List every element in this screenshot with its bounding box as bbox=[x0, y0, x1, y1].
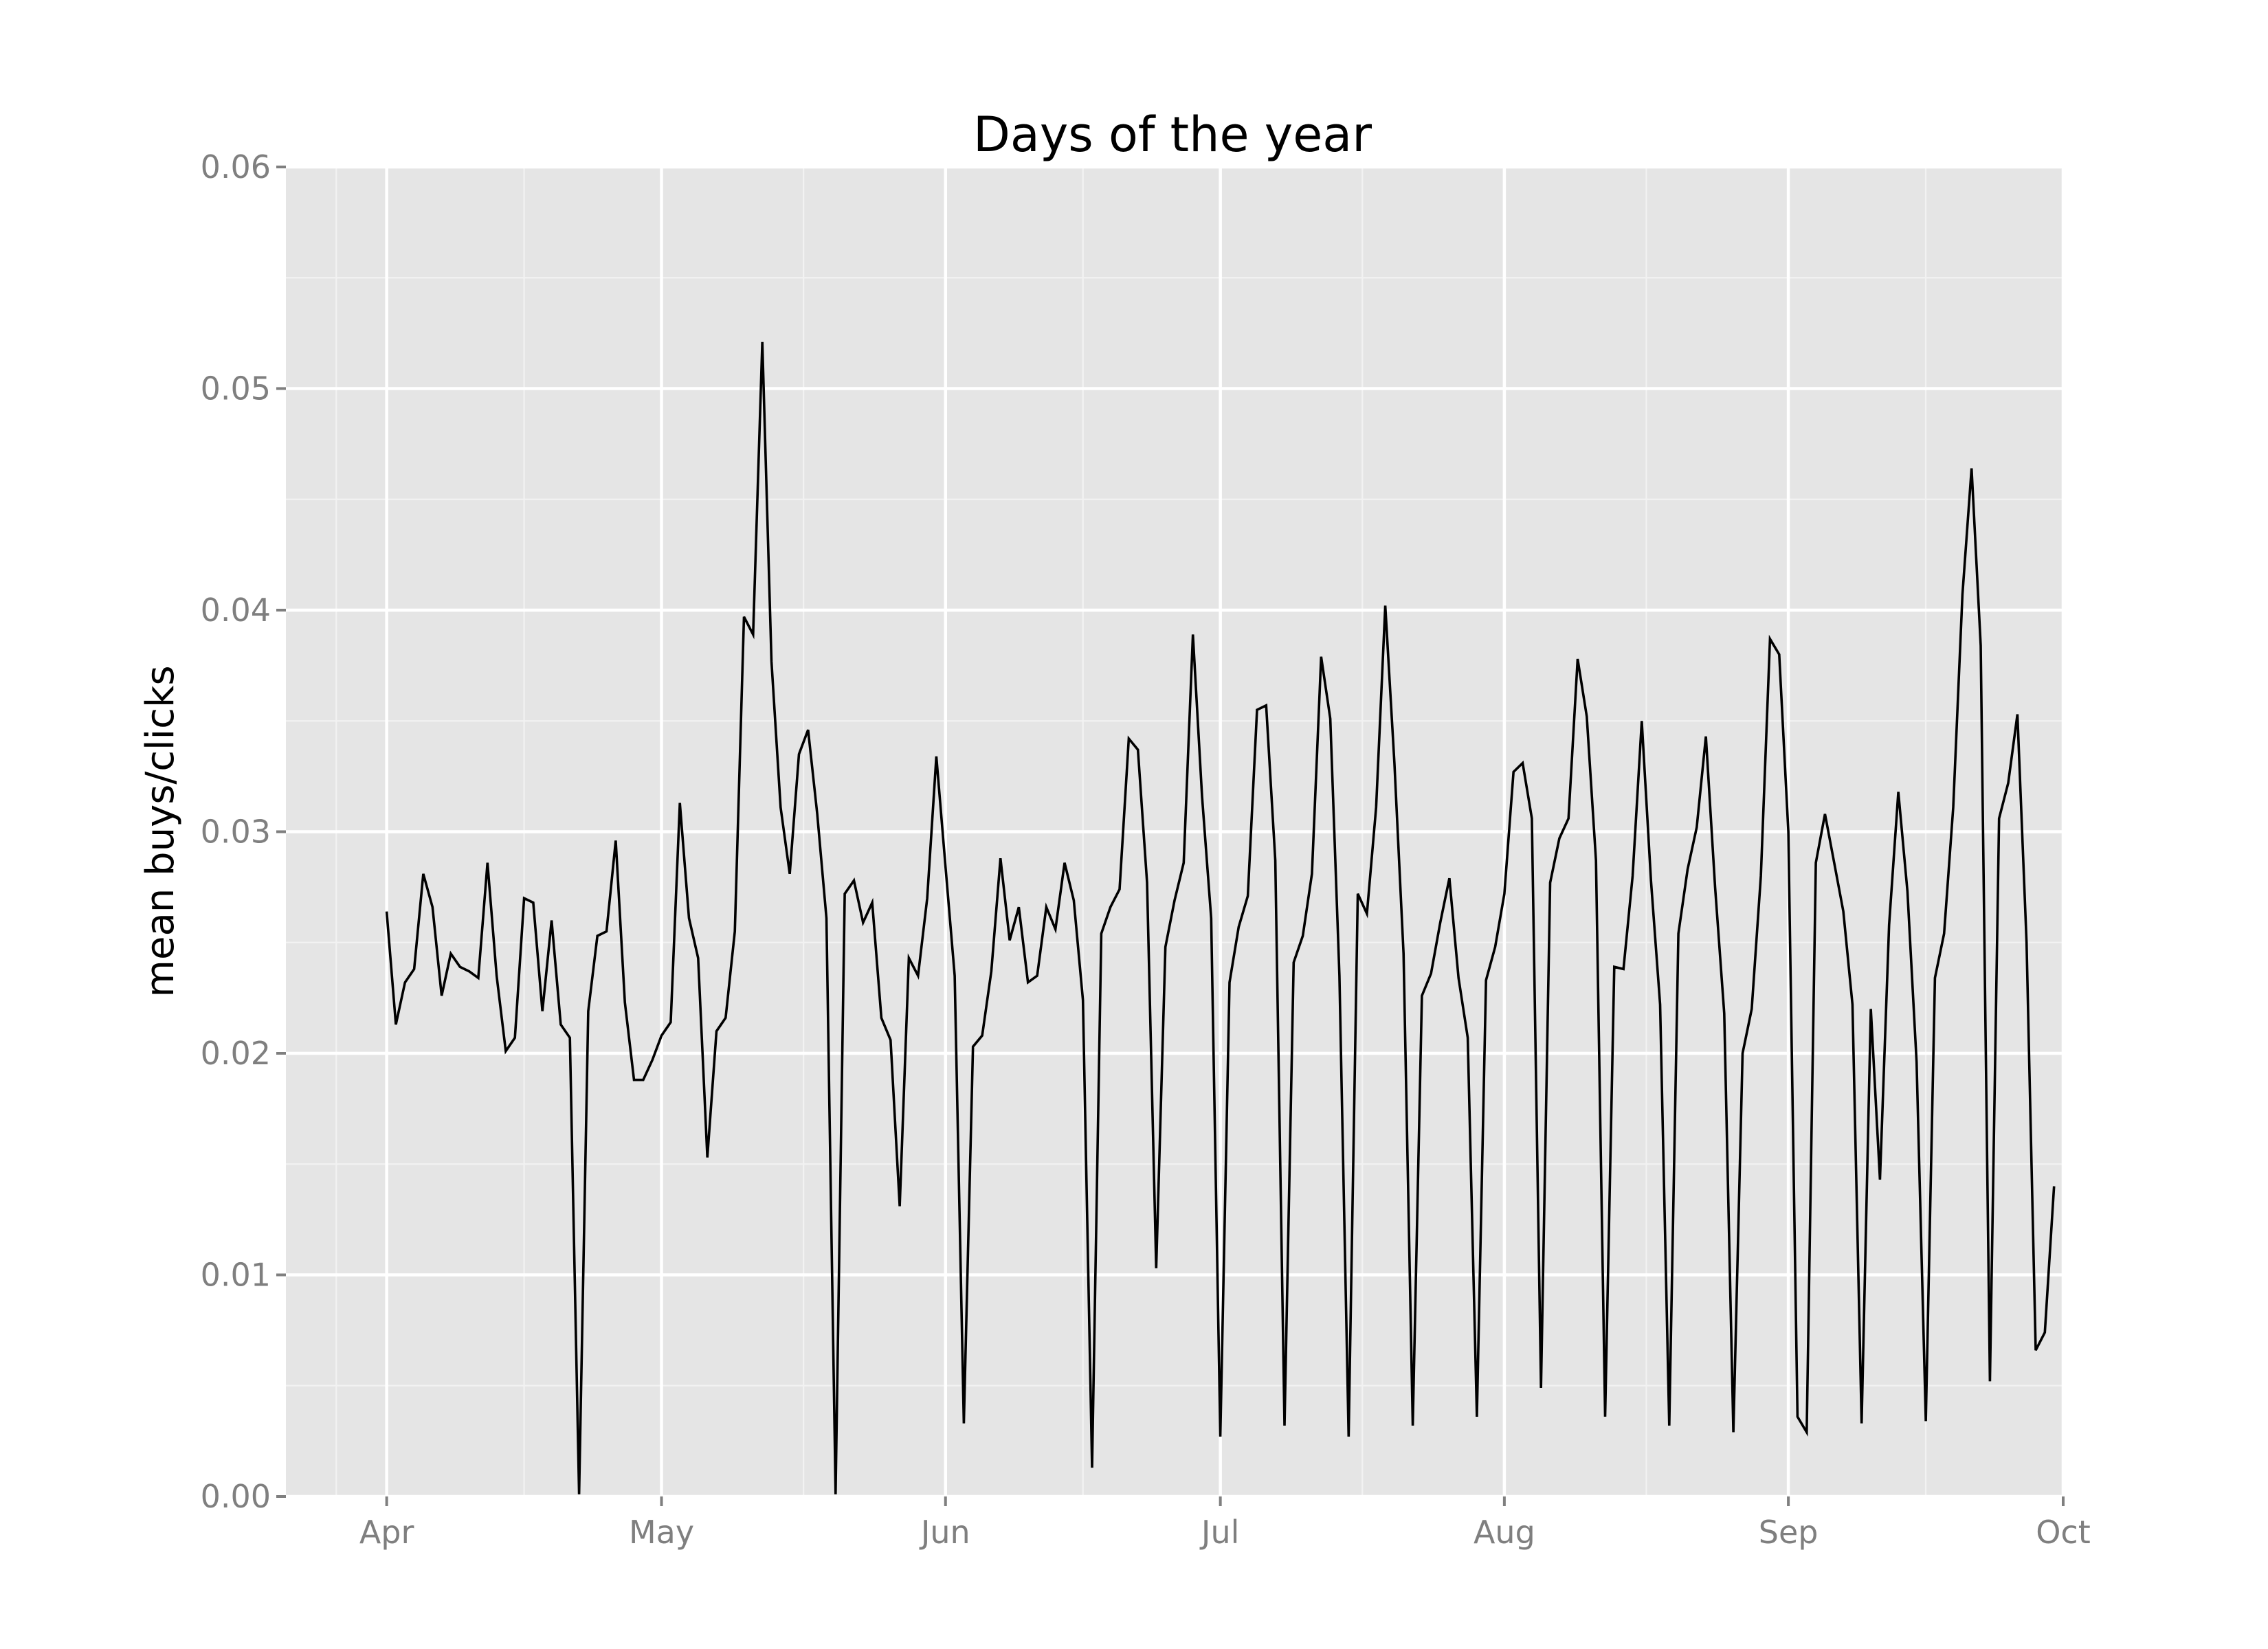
y-tick-label: 0.00 bbox=[201, 1478, 271, 1515]
y-tick-label: 0.01 bbox=[201, 1257, 271, 1294]
x-tick-label: Aug bbox=[1474, 1514, 1535, 1551]
x-tick-label: Jun bbox=[919, 1514, 970, 1551]
x-tick-label: Sep bbox=[1759, 1514, 1819, 1551]
x-tick-label: Apr bbox=[359, 1514, 414, 1551]
x-tick-label: Oct bbox=[2036, 1514, 2091, 1551]
y-tick-label: 0.04 bbox=[201, 592, 271, 629]
y-tick-label: 0.05 bbox=[201, 370, 271, 407]
x-axis: Apr May Jun Jul Aug Sep Oct bbox=[359, 1496, 2091, 1551]
y-tick-label: 0.06 bbox=[201, 148, 271, 186]
major-gridlines bbox=[286, 165, 2065, 1499]
x-tick-label: Jul bbox=[1199, 1514, 1240, 1551]
series-group bbox=[385, 341, 2056, 1494]
y-tick-label: 0.03 bbox=[201, 814, 271, 851]
y-tick-label: 0.02 bbox=[201, 1035, 271, 1072]
y-axis-label: mean buys/clicks bbox=[138, 665, 183, 997]
x-tick-label: May bbox=[629, 1514, 694, 1551]
chart-title: Days of the year bbox=[973, 106, 1372, 163]
y-axis: 0.00 0.01 0.02 0.03 0.04 0.05 0.06 bbox=[201, 148, 286, 1515]
series-line-0 bbox=[385, 341, 2056, 1494]
